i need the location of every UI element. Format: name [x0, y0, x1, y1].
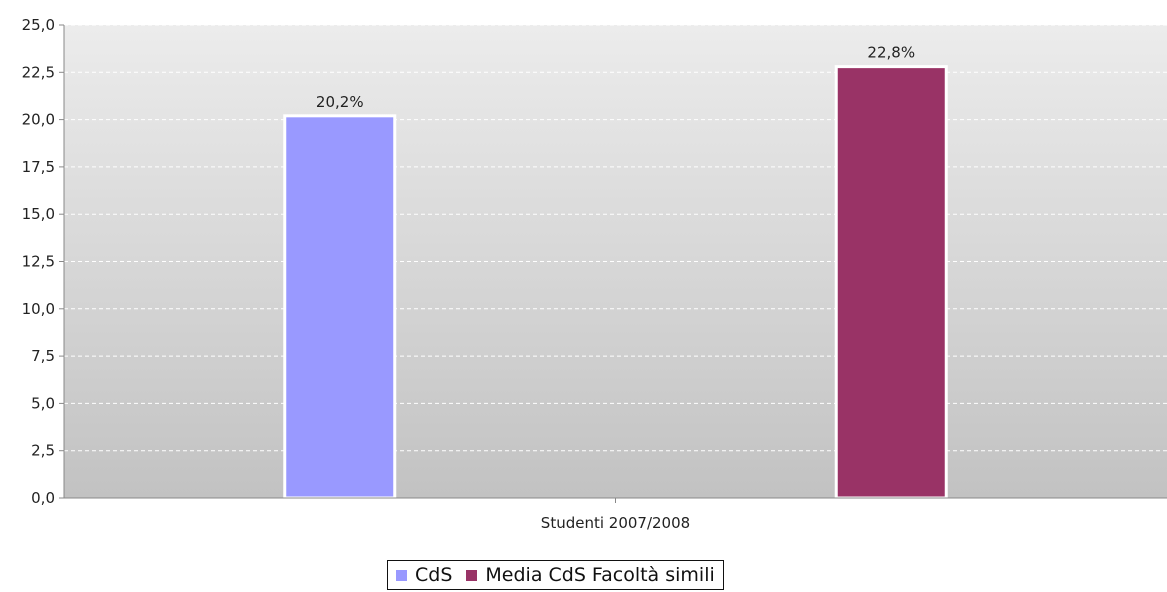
y-tick-label: 7,5	[31, 347, 55, 365]
bar-cds	[283, 114, 397, 500]
bar-chart: 0,0 2,5 5,0 7,5 10,0 12,5 15,0 17,5 20,0 22,5 25,0…	[22, 16, 1167, 532]
y-tick-label: 22,5	[22, 63, 55, 81]
bar-media-cds-facolt-simili	[834, 65, 948, 500]
legend: CdS Media CdS Facoltà simili	[387, 560, 724, 590]
legend-label: Media CdS Facoltà simili	[485, 564, 715, 586]
legend-label: CdS	[415, 564, 453, 586]
y-tick-label: 15,0	[22, 205, 55, 223]
y-tick-label: 12,5	[22, 253, 55, 271]
gridlines	[64, 24, 1167, 452]
legend-item: CdS	[396, 564, 452, 586]
legend-item: Media CdS Facoltà simili	[466, 564, 715, 586]
x-category-label: Studenti 2007/2008	[541, 514, 690, 532]
x-axis-categories: Studenti 2007/2008	[541, 498, 690, 532]
bar-value-label: 20,2%	[316, 93, 364, 111]
bar-value-label: 22,8%	[867, 44, 915, 62]
y-tick-label: 2,5	[31, 442, 55, 460]
legend-swatch	[466, 569, 478, 581]
y-axis-ticks: 0,0 2,5 5,0 7,5 10,0 12,5 15,0 17,5 20,0 22,5 25,0	[22, 16, 64, 507]
y-tick-label: 25,0	[22, 16, 55, 34]
y-tick-label: 17,5	[22, 158, 55, 176]
legend-swatch	[396, 569, 407, 581]
y-tick-label: 20,0	[22, 111, 55, 129]
bars	[283, 65, 948, 500]
y-tick-label: 10,0	[22, 300, 55, 318]
y-tick-label: 0,0	[31, 489, 55, 507]
data-labels: 20,2% 22,8%	[316, 44, 915, 111]
plot-area	[64, 25, 1167, 498]
y-tick-label: 5,0	[31, 394, 55, 412]
